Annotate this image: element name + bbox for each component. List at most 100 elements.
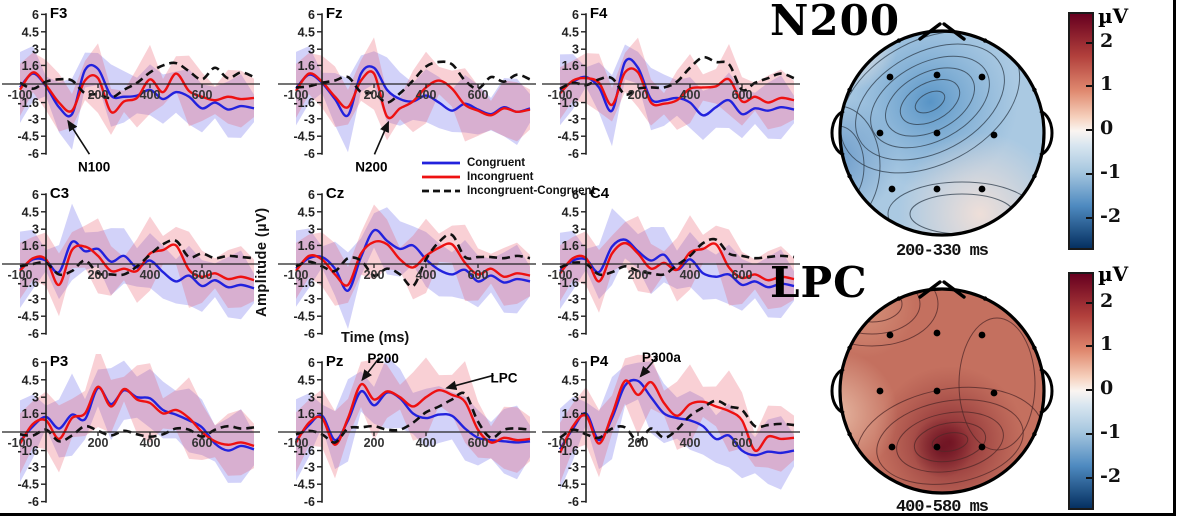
amplitude-axis-label: Amplitude (µV) — [254, 207, 270, 317]
annotation-p300a: P300a — [642, 350, 682, 365]
electrode-dot — [933, 387, 941, 395]
panel-title: P4 — [590, 353, 609, 370]
contour-line — [896, 411, 1004, 473]
frame-right — [1173, 0, 1176, 516]
y-tick-label: 4.5 — [562, 373, 579, 387]
y-tick-label: 1.6 — [22, 407, 39, 421]
colorbar-tick — [1086, 477, 1092, 479]
legend-item-congruent: Congruent — [421, 156, 595, 169]
n200-window-label: 200-330 ms — [895, 242, 989, 261]
y-tick-label: 1.6 — [298, 59, 315, 73]
x-tick-label: 200 — [364, 88, 385, 102]
y-tick-label: -6 — [304, 147, 315, 161]
colorbar-tick — [1086, 173, 1092, 175]
erp-panel-c4: 6 4.5 3 1.6 -1.6 -3 -4.5 -6 -100 200 400 600 C4 — [542, 185, 800, 341]
panel-title: F4 — [590, 5, 608, 22]
x-tick-label: -100 — [7, 436, 32, 450]
congruent-line-sample — [422, 161, 460, 164]
wave-incongruent-congruent — [19, 61, 255, 100]
wave-incongruent — [294, 382, 531, 446]
y-tick-label: -1.6 — [293, 276, 315, 290]
nose-icon — [918, 280, 942, 299]
x-tick-label: 400 — [140, 436, 161, 450]
x-tick-label: 600 — [192, 88, 213, 102]
left-ear-icon — [830, 109, 845, 157]
annotation-lpc: LPC — [491, 371, 518, 386]
colorbar-tick — [1086, 42, 1092, 44]
x-tick-label: -100 — [547, 88, 572, 102]
legend: Congruent Incongruent Incongruent-Congru… — [421, 156, 595, 198]
electrode-dot — [978, 331, 986, 339]
ci-band-congruent — [296, 46, 530, 153]
x-tick-label: 400 — [416, 268, 437, 282]
lpc-colorbar-unit: µV — [1098, 262, 1129, 286]
y-tick-label: 4.5 — [22, 205, 39, 219]
y-tick-label: -6 — [28, 147, 39, 161]
y-tick-label: -3 — [304, 112, 315, 126]
y-tick-label: 6 — [572, 188, 579, 202]
x-tick-label: -100 — [7, 268, 32, 282]
annotation-n100: N100 — [78, 160, 110, 175]
legend-label: Incongruent — [467, 170, 534, 183]
contour-line — [914, 90, 946, 114]
y-tick-label: -4.5 — [293, 130, 315, 144]
colorbar-tick — [1086, 302, 1092, 304]
x-tick-label: -100 — [547, 268, 572, 282]
colorbar-tick-label: -1 — [1100, 161, 1122, 183]
x-tick-label: 600 — [732, 88, 753, 102]
colorbar-tick-label: 0 — [1100, 117, 1114, 139]
x-tick-label: 200 — [628, 268, 649, 282]
x-tick-label: 400 — [680, 88, 701, 102]
electrode-dot — [933, 129, 941, 137]
n200-topomap — [830, 22, 1054, 237]
y-tick-label: 1.6 — [562, 239, 579, 253]
ci-band-incongruent — [296, 204, 530, 306]
y-tick-label: 3 — [308, 223, 315, 237]
y-tick-label: 3 — [308, 43, 315, 57]
electrode-dot — [888, 443, 896, 451]
electrode-dot — [978, 443, 986, 451]
wave-congruent — [295, 228, 531, 292]
contour-line — [899, 78, 961, 126]
x-tick-label: 200 — [88, 436, 109, 450]
wave-incongruent-congruent — [295, 233, 531, 288]
y-tick-label: -4.5 — [293, 310, 315, 324]
y-tick-label: 6 — [308, 188, 315, 202]
wave-incongruent — [18, 385, 255, 448]
y-tick-label: -3 — [28, 112, 39, 126]
n200-title: N200 — [770, 0, 901, 45]
x-tick-label: 400 — [140, 268, 161, 282]
legend-item-difference: Incongruent-Congruent — [421, 184, 595, 197]
erp-panel-p3: 6 4.5 3 1.6 -1.6 -3 -4.5 -6 -100 200 400 600 P3 — [2, 353, 260, 509]
y-tick-label: 4.5 — [562, 205, 579, 219]
colorbar-tick — [1086, 389, 1092, 391]
panel-title: C4 — [590, 185, 610, 202]
contour-line — [841, 290, 921, 335]
incongruent-line-sample — [422, 175, 460, 178]
n200-colorbar — [1068, 12, 1094, 250]
electrode-dot — [933, 443, 941, 451]
x-tick-label: -100 — [283, 436, 308, 450]
y-tick-label: 3 — [308, 391, 315, 405]
y-tick-label: -1.6 — [293, 444, 315, 458]
nose-icon — [942, 280, 966, 299]
y-tick-label: -6 — [568, 327, 579, 341]
colorbar-tick — [1086, 345, 1092, 347]
electrode-dot — [990, 389, 998, 397]
y-tick-label: 6 — [32, 188, 39, 202]
right-ear-icon — [1039, 109, 1054, 157]
electrode-dot — [978, 73, 986, 81]
y-tick-label: -3 — [28, 292, 39, 306]
panel-title: Pz — [326, 353, 344, 370]
x-tick-label: 600 — [468, 436, 489, 450]
x-tick-label: 400 — [416, 436, 437, 450]
y-tick-label: -3 — [304, 460, 315, 474]
colorbar-tick-label: -2 — [1100, 205, 1122, 227]
electrode-dot — [933, 71, 941, 79]
y-tick-label: 3 — [572, 391, 579, 405]
y-tick-label: 3 — [572, 43, 579, 57]
wave-incongruent-congruent — [295, 60, 531, 104]
wave-incongruent-congruent — [19, 238, 255, 277]
wave-congruent — [558, 378, 795, 457]
y-tick-label: 3 — [32, 43, 39, 57]
